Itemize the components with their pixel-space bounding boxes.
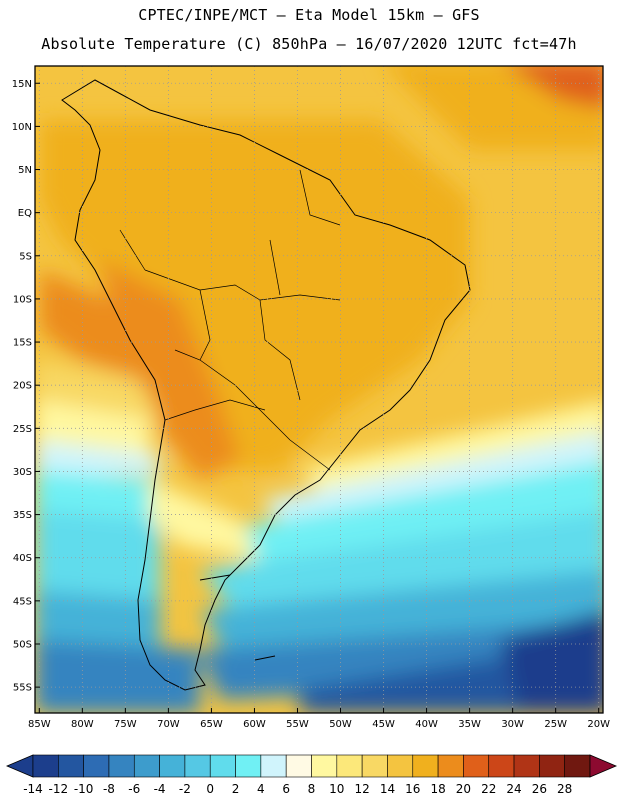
colorbar-swatch — [387, 754, 414, 778]
colorbar-tick-label: -2 — [179, 782, 191, 796]
colorbar-tick-label: -8 — [103, 782, 115, 796]
colorbar-swatch — [58, 754, 84, 778]
country-borders — [119, 169, 341, 471]
lon-tick-label: 65W — [200, 719, 223, 730]
colorbar-max-arrow — [589, 754, 618, 778]
colorbar-swatch — [235, 754, 262, 778]
map-frame — [34, 65, 604, 714]
lat-tick-label: 10S — [13, 294, 32, 305]
lat-tick-label: EQ — [18, 208, 32, 219]
colorbar-tick-label: 26 — [532, 782, 547, 796]
map-title: CPTEC/INPE/MCT – Eta Model 15km – GFS — [138, 6, 480, 24]
colorbar-tick-label: 8 — [308, 782, 316, 796]
colorbar-min-arrow — [5, 754, 34, 778]
colorbar-tick-label: -6 — [128, 782, 140, 796]
lon-tick-label: 70W — [157, 719, 180, 730]
lat-tick-label: 15N — [12, 79, 32, 90]
lon-tick-label: 55W — [286, 719, 309, 730]
lat-tick-label: 10N — [12, 122, 32, 133]
colorbar-tick-label: 24 — [506, 782, 521, 796]
colorbar-swatch — [564, 754, 591, 778]
colorbar: -14 -12 -10 -8 -6 -4 -2 0 2 4 6 8 10 12 14 16 18 20 22 24 26… — [5, 754, 618, 796]
colorbar-tick-label: 4 — [257, 782, 265, 796]
lon-tick-label: 85W — [28, 719, 51, 730]
colorbar-tick-label: 22 — [481, 782, 496, 796]
lat-tick-label: 25S — [13, 424, 32, 435]
colorbar-tick-label: 16 — [405, 782, 420, 796]
colorbar-swatch — [488, 754, 515, 778]
lat-tick-label: 30S — [13, 467, 32, 478]
colorbar-tick-label: 12 — [354, 782, 369, 796]
colorbar-swatch — [209, 754, 236, 778]
colorbar-tick-label: -12 — [49, 782, 69, 796]
lon-tick-label: 80W — [71, 719, 94, 730]
lat-tick-label: 45S — [13, 596, 32, 607]
colorbar-tick-label: -10 — [74, 782, 94, 796]
lat-tick-label: 5N — [18, 165, 32, 176]
colorbar-tick-label: 10 — [329, 782, 344, 796]
lat-tick-label: 35S — [13, 510, 32, 521]
colorbar-swatch — [539, 754, 565, 778]
lat-tick-label: 40S — [13, 553, 32, 564]
colorbar-swatch — [513, 754, 540, 778]
coastline — [61, 79, 471, 691]
lat-tick-label: 15S — [13, 338, 32, 349]
lon-tick-label: 35W — [458, 719, 481, 730]
lat-tick-label: 20S — [13, 381, 32, 392]
colorbar-swatch — [336, 754, 363, 778]
colorbar-swatch — [83, 754, 110, 778]
lat-tick-label: 5S — [19, 251, 32, 262]
colorbar-tick-label: -14 — [23, 782, 43, 796]
colorbar-tick-label: -4 — [154, 782, 166, 796]
colorbar-swatch — [159, 754, 186, 778]
longitude-axis: 85W 80W 75W 70W 65W 60W 55W 50W 45W 40W 35W 30W 25W 2… — [28, 708, 610, 730]
colorbar-tick-label: 14 — [380, 782, 395, 796]
latitude-axis: 15N 10N 5N EQ 5S 10S 15S 20S 25S 30S 35S 40S 45S 50S 5… — [12, 79, 40, 694]
lon-tick-label: 60W — [243, 719, 266, 730]
temperature-field — [35, 66, 603, 713]
lon-tick-label: 50W — [329, 719, 352, 730]
colorbar-swatch — [184, 754, 211, 778]
colorbar-swatch — [311, 754, 338, 778]
colorbar-tick-label: 18 — [430, 782, 445, 796]
lat-tick-label: 50S — [13, 639, 32, 650]
graticule — [35, 66, 603, 713]
lat-tick-label: 55S — [13, 683, 32, 694]
colorbar-swatch — [463, 754, 490, 778]
lon-tick-label: 20W — [587, 719, 610, 730]
colorbar-tick-label: 2 — [232, 782, 240, 796]
colorbar-tick-label: 20 — [456, 782, 471, 796]
colorbar-swatch — [260, 754, 287, 778]
colorbar-swatch — [412, 754, 439, 778]
lon-tick-label: 30W — [501, 719, 524, 730]
colorbar-tick-label: 0 — [206, 782, 214, 796]
colorbar-swatch — [437, 754, 464, 778]
lon-tick-label: 25W — [544, 719, 567, 730]
colorbar-tick-label: 28 — [557, 782, 572, 796]
colorbar-swatch — [133, 754, 160, 778]
lon-tick-label: 40W — [415, 719, 438, 730]
lon-tick-label: 75W — [114, 719, 137, 730]
colorbar-swatch — [285, 754, 312, 778]
colorbar-swatch — [108, 754, 135, 778]
colorbar-swatch — [32, 754, 59, 778]
map-subtitle: Absolute Temperature (C) 850hPa – 16/07/… — [41, 35, 577, 53]
colorbar-swatch — [361, 754, 388, 778]
lon-tick-label: 45W — [372, 719, 395, 730]
colorbar-tick-label: 6 — [282, 782, 290, 796]
